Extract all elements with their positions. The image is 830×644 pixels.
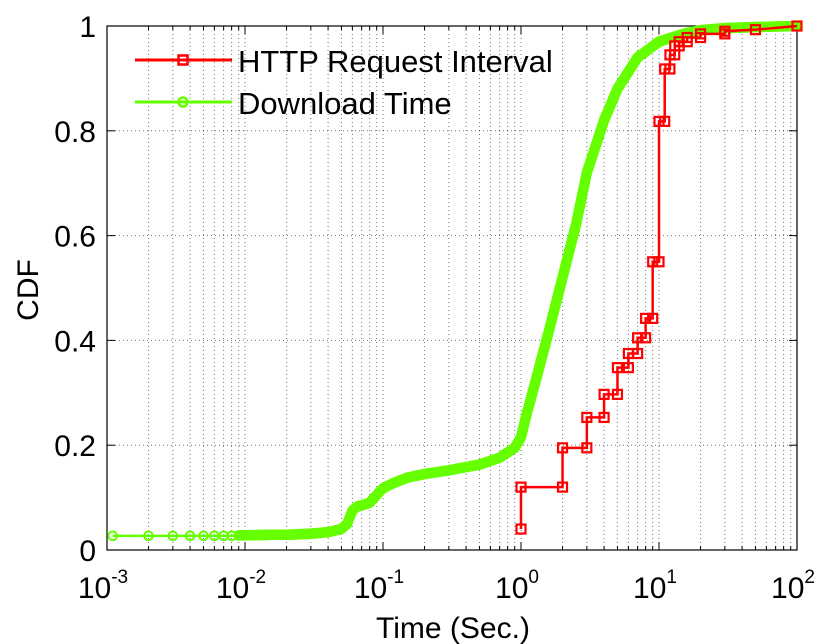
x-tick-labels: 10-3 10-2 10-1 100 101 102 [78, 567, 815, 605]
data-point-circle [184, 530, 196, 542]
data-point-square [598, 411, 610, 424]
legend-entry-http-request-interval: HTTP Request Interval [135, 44, 553, 79]
legend-circle-marker-icon [177, 96, 189, 108]
data-point-square [659, 115, 671, 127]
legend: HTTP Request Interval Download Time [135, 44, 553, 121]
data-point-square [611, 388, 624, 400]
data-point-square [515, 523, 527, 535]
data-point-square [719, 25, 731, 37]
data-point-circle [143, 530, 154, 542]
data-point-circle [167, 530, 179, 542]
data-point-square [791, 20, 803, 32]
data-point-circle [198, 530, 209, 542]
x-tick-label: 101 [633, 567, 677, 605]
y-tick-label: 0 [79, 535, 96, 568]
data-point-square [598, 388, 610, 400]
data-point-square [632, 347, 644, 360]
y-tick-label: 0.6 [54, 221, 96, 254]
data-point-square [664, 63, 676, 75]
x-axis-label: Time (Sec.) [376, 612, 530, 644]
x-tick-label: 100 [495, 567, 539, 605]
data-point-square [694, 28, 707, 40]
data-point-square [515, 481, 527, 493]
data-point-square [640, 312, 652, 324]
data-point-square [681, 31, 693, 44]
series-layer [107, 20, 803, 542]
data-point-square [647, 312, 659, 324]
data-point-square [611, 362, 624, 374]
data-point-square [653, 256, 665, 268]
y-tick-label: 0.8 [54, 116, 96, 149]
x-tick-label: 10-1 [354, 567, 404, 605]
data-point-circle [107, 530, 119, 542]
series-http-request-interval [515, 20, 803, 535]
data-point-square [622, 362, 634, 374]
data-point-square [556, 442, 569, 454]
data-point-square [581, 411, 593, 424]
data-point-square [647, 256, 659, 268]
legend-label-http-request-interval: HTTP Request Interval [238, 44, 553, 79]
legend-entry-download-time: Download Time [135, 86, 452, 121]
y-tick-label: 0.2 [54, 430, 96, 463]
data-point-square [749, 24, 762, 36]
y-tick-labels: 0 0.2 0.4 0.6 0.8 1 [54, 11, 96, 568]
legend-square-marker-icon [177, 54, 189, 66]
y-tick-label: 1 [79, 11, 96, 44]
data-point-square [653, 115, 665, 127]
y-axis-label: CDF [12, 259, 45, 321]
grid [107, 26, 797, 550]
plot-frame [106, 25, 798, 551]
x-tick-label: 102 [771, 567, 815, 605]
x-tick-label: 10-3 [78, 567, 128, 605]
data-point-square [640, 332, 652, 344]
data-point-square [556, 481, 569, 493]
legend-label-download-time: Download Time [238, 86, 452, 121]
y-tick-label: 0.4 [54, 325, 96, 358]
x-tick-label: 10-2 [216, 567, 266, 605]
data-point-square [581, 442, 593, 454]
series-download-time [107, 20, 803, 542]
